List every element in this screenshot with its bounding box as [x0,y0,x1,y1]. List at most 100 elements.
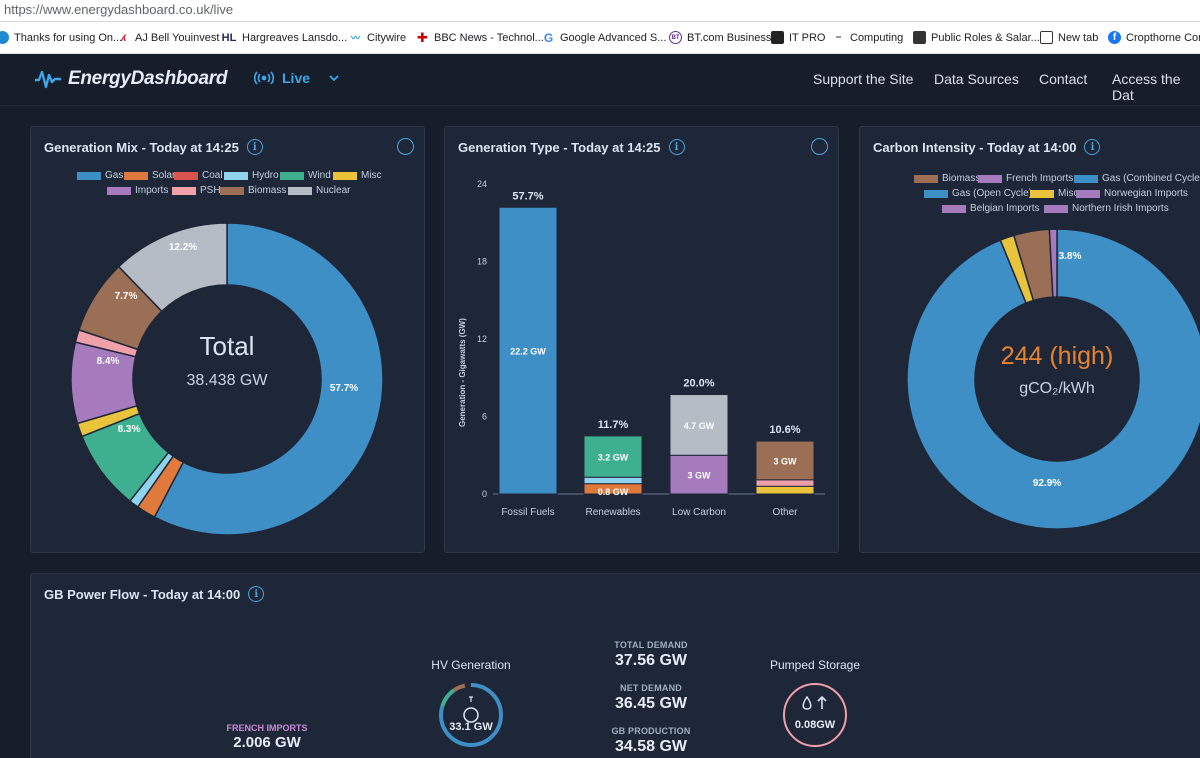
nav-contact[interactable]: Contact [1039,71,1088,87]
legend-gas-combined[interactable]: Gas (Combined Cycle) [1074,173,1200,184]
french-imports-value: 2.006 GW [233,734,301,751]
bookmark-item[interactable]: ʎ AJ Bell Youinvest [117,31,219,44]
bookmark-label: New tab [1058,31,1099,44]
pumped-storage-value: 0.08GW [795,719,836,731]
slice-gas-combined-cycle-[interactable] [906,228,1200,530]
bar-segment-imports[interactable] [669,454,729,495]
url-text[interactable]: https://www.energydashboard.co.uk/live [4,2,234,17]
legend-gas-open[interactable]: Gas (Open Cycle) [924,188,1032,199]
bookmark-label: BBC News - Technol... [434,31,544,44]
nav-data-sources[interactable]: Data Sources [934,71,1019,87]
y-axis-title: Generation - Gigawatts (GW) [458,318,467,427]
ajbell-icon: ʎ [120,32,126,43]
bookmark-label: Citywire [367,31,407,44]
carbon-slices [906,228,1200,530]
legend-french-imports[interactable]: French Imports [978,173,1073,184]
refresh-icon[interactable] [811,138,828,155]
solar-swatch [124,171,148,180]
bookmark-label: Thanks for using On... [14,31,123,44]
legend-label: Gas (Open Cycle) [952,188,1033,199]
legend-psh[interactable]: PSH [172,185,221,196]
legend-misc[interactable]: Misc [1030,188,1079,199]
carbon-intensity-panel: Carbon Intensity - Today at 14:00 i Biom… [859,126,1200,553]
bookmark-label: BT.com Business [687,31,772,44]
slice-gas[interactable] [153,222,384,536]
hv-generation-gauge[interactable]: 33.1 GW [436,680,506,750]
legend-imports[interactable]: Imports [107,185,168,196]
bookmark-item[interactable]: ✚ BBC News - Technol... [416,30,544,45]
info-icon[interactable]: i [1084,139,1101,155]
slice-imports[interactable] [1048,228,1058,298]
bar-value-label: 3 GW [773,456,797,466]
generation-mix-title: Generation Mix - Today at 14:25 [44,139,239,155]
refresh-icon[interactable] [397,138,414,155]
carbon-donut: 244 (high) gCO₂/kWh 3.8% 92.9% [906,228,1200,530]
nav-support[interactable]: Support the Site [813,71,914,87]
legend-label: Gas [105,170,124,181]
address-bar[interactable]: https://www.energydashboard.co.uk/live [0,0,1200,22]
legend-gas[interactable]: Gas [77,170,123,181]
legend-label: Misc [1058,188,1079,199]
legend-misc[interactable]: Misc [333,170,382,181]
info-icon[interactable]: i [248,586,265,602]
bookmark-item[interactable]: f Cropthorne Com [1108,31,1200,44]
bar-segment-nuclear[interactable] [669,394,729,456]
legend-hydro[interactable]: Hydro [224,170,279,181]
legend-label: Norwegian Imports [1104,188,1188,199]
bookmark-item[interactable]: Public Roles & Salar... [913,31,1040,44]
bookmark-item[interactable]: HL Hargreaves Lansdo... [221,31,348,44]
bar-total-label: 20.0% [683,378,714,390]
legend-label: Biomass [942,173,981,184]
legend-wind[interactable]: Wind [280,170,331,181]
live-dropdown[interactable]: Live [254,70,340,86]
legend-biomass[interactable]: Biomass [220,185,286,196]
newtab-icon [1040,31,1053,44]
info-icon[interactable]: i [668,139,685,155]
logo-wave-icon [35,70,61,89]
bar-segment-gas[interactable] [498,206,558,495]
bar-segment-psh[interactable] [755,479,815,487]
bookmark-label: AJ Bell Youinvest [135,31,220,44]
legend-biomass[interactable]: Biomass [914,173,980,184]
slice-label-gas: 57.7% [330,383,358,394]
gas-swatch [77,171,101,180]
bookmark-item[interactable]: New tab [1040,31,1098,44]
legend-ni-imports[interactable]: Northern Irish Imports [1044,203,1169,214]
legend-solar[interactable]: Solar [124,170,175,181]
legend-coal[interactable]: Coal [174,170,223,181]
hydro-swatch [224,171,248,180]
bar-total-label: 11.7% [598,419,629,431]
slice-nuclear[interactable] [117,222,228,313]
bookmark-item[interactable]: ═ Computing [832,31,903,44]
legend-norwegian-imports[interactable]: Norwegian Imports [1076,188,1188,199]
legend-label: Gas (Combined Cycle) [1102,173,1200,184]
bar-segment-wind[interactable] [583,435,643,478]
logo[interactable]: EnergyDashboard [34,67,227,91]
bookmark-item[interactable]: Thanks for using On... [0,31,122,44]
chevron-down-icon [329,75,339,82]
pumped-storage-gauge[interactable]: 0.08GW [780,680,850,750]
bookmark-item[interactable]: G Google Advanced S... [542,31,667,45]
bar-segment-misc[interactable] [755,485,815,495]
bookmark-item[interactable]: IT PRO [771,31,825,44]
generation-type-title: Generation Type - Today at 14:25 [458,139,661,155]
slice-label-biomass: 7.7% [115,291,138,302]
mix-slices [70,222,384,536]
legend-nuclear[interactable]: Nuclear [288,185,350,196]
legend-label: Northern Irish Imports [1072,203,1169,214]
bookmark-item[interactable]: BT BT.com Business [669,31,771,44]
computing-icon: ═ [836,34,841,41]
bar-segment-hydro[interactable] [583,476,643,485]
legend-label: PSH [200,185,221,196]
bookmark-item[interactable]: 〰 Citywire [349,31,406,44]
legend-belgian-imports[interactable]: Belgian Imports [942,203,1039,214]
info-icon[interactable]: i [246,139,263,155]
carbon-intensity-title: Carbon Intensity - Today at 14:00 [873,139,1077,155]
bar-segment-biomass[interactable] [755,440,815,481]
bookmark-label: IT PRO [789,31,826,44]
facebook-icon: f [1108,31,1121,44]
coal-swatch [174,171,198,180]
broadcast-icon [254,71,274,85]
nav-access-data[interactable]: Access the Dat [1112,71,1181,103]
site-header: EnergyDashboard Live Support the Site Da… [0,54,1200,106]
